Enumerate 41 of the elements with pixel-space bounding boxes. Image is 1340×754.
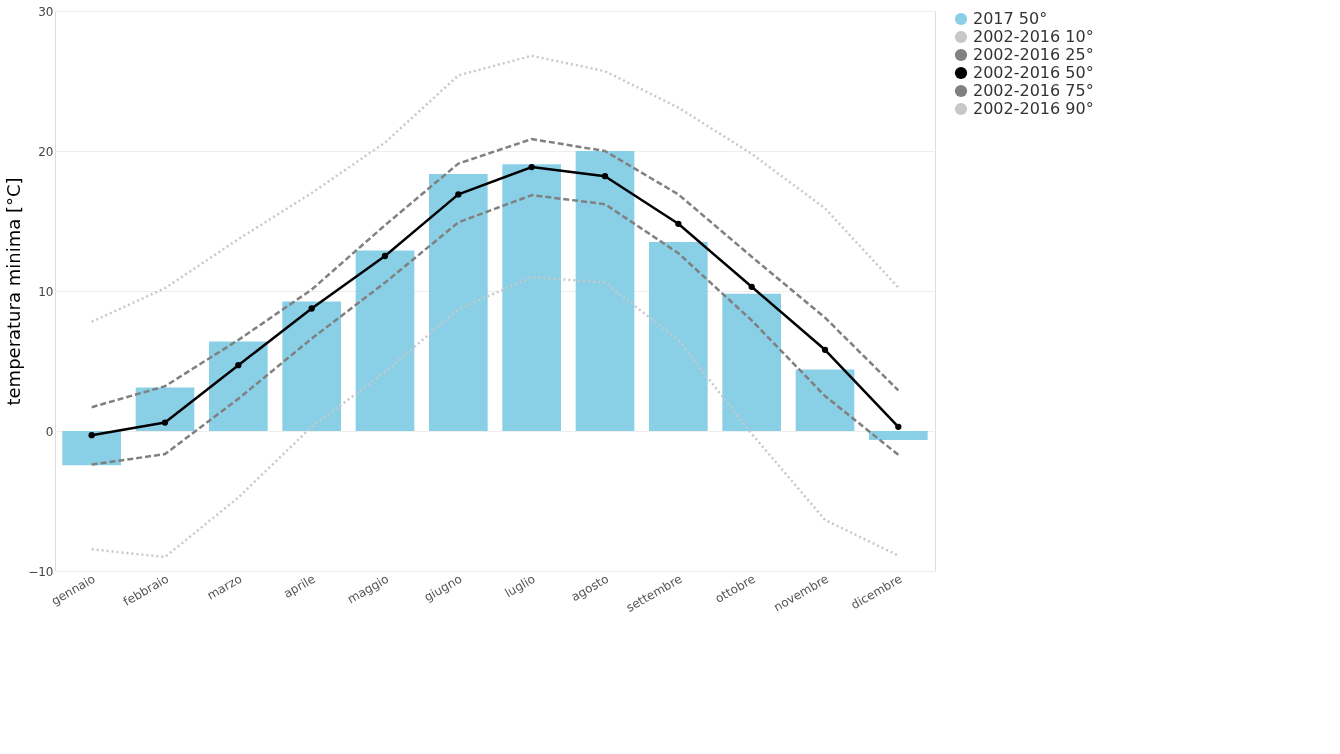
point <box>308 305 315 312</box>
bar <box>575 151 635 431</box>
bar <box>355 250 415 431</box>
line-series <box>90 193 900 466</box>
legend-label: 2002-2016 75° <box>973 81 1094 100</box>
point <box>381 252 389 260</box>
bar <box>282 301 341 431</box>
bar <box>649 242 708 431</box>
y-tick-label: 10 <box>38 284 54 299</box>
bar <box>502 164 561 431</box>
point <box>88 432 95 439</box>
point <box>601 173 609 180</box>
bar <box>869 431 928 441</box>
bar <box>795 369 855 431</box>
legend-label: 2002-2016 25° <box>973 45 1094 64</box>
point <box>455 191 462 198</box>
y-axis-title: temperatura minima [°C] <box>3 177 25 406</box>
y-tick-label: 20 <box>38 144 54 159</box>
bar <box>62 431 121 466</box>
legend-label: 2002-2016 90° <box>973 99 1094 118</box>
y-tick-label: 0 <box>45 424 54 439</box>
line-series <box>90 137 900 409</box>
point <box>821 346 829 353</box>
point <box>235 362 242 369</box>
bar <box>135 387 195 431</box>
legend-label: 2002-2016 50° <box>973 63 1094 82</box>
point <box>675 220 682 227</box>
point <box>161 419 169 426</box>
legend-label: 2017 50° <box>973 9 1048 28</box>
legend-label: 2002-2016 10° <box>973 27 1094 46</box>
point <box>748 283 755 290</box>
y-tick-label: −10 <box>28 564 54 579</box>
y-tick-label: 30 <box>38 4 54 19</box>
bar <box>429 174 488 431</box>
point <box>528 163 535 171</box>
line-series <box>90 54 900 324</box>
line-series <box>90 275 900 559</box>
point <box>895 423 902 430</box>
x-tick-label: luglio <box>502 571 538 601</box>
bar <box>722 293 781 431</box>
bar <box>209 341 268 431</box>
